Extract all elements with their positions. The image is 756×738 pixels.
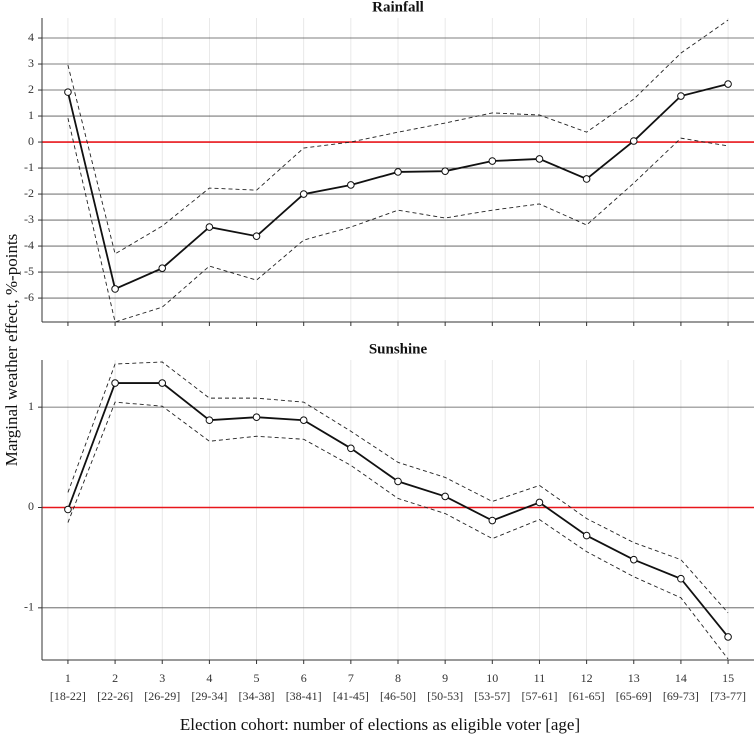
point [347,444,355,453]
x-tick-label: 4 [206,671,212,685]
interval-line [67,19,729,255]
x-tick-age: [29-34] [191,689,227,703]
x-tick-label: 9 [442,671,448,685]
x-tick-label: 14 [675,671,687,685]
point [205,223,214,231]
point [488,516,497,525]
y-tick-label: -6 [24,290,34,304]
x-tick-label: 5 [254,671,260,685]
point [677,92,685,100]
point [629,137,638,145]
x-tick-age: [73-77] [710,689,746,703]
x-tick-age: [22-26] [97,689,133,703]
y-tick-label: -3 [24,212,34,226]
x-tick-age: [38-41] [286,689,322,703]
y-tick-label: -1 [24,600,34,614]
y-tick-label: 0 [28,134,34,148]
point [441,167,449,175]
x-tick-age: [18-22] [50,689,86,703]
x-tick-age: [41-45] [333,689,369,703]
panel-title: Rainfall [372,0,424,15]
point [394,168,402,176]
x-tick-age: [34-38] [239,689,275,703]
x-tick-label: 8 [395,671,401,685]
point [582,531,591,540]
x-tick-label: 12 [581,671,593,685]
point [64,88,72,96]
y-tick-label: -1 [24,160,34,174]
x-tick-age: [61-65] [569,689,605,703]
point [252,232,261,240]
point [441,492,449,501]
x-tick-age: [53-57] [474,689,510,703]
x-axis-label: Election cohort: number of elections as … [180,715,580,734]
y-axis-label: Marginal weather effect, %-points [2,234,21,467]
x-tick-age: [26-29] [144,689,180,703]
x-tick-label: 15 [722,671,734,685]
y-tick-label: 0 [28,499,34,513]
x-tick-label: 1 [65,671,71,685]
y-tick-label: 4 [28,30,34,44]
point [488,157,497,165]
y-tick-label: 1 [28,399,34,413]
x-tick-label: 6 [301,671,307,685]
point [394,477,402,486]
point [629,555,638,564]
x-tick-label: 11 [534,671,546,685]
y-tick-label: 3 [28,56,34,70]
x-tick-label: 13 [628,671,640,685]
point [299,416,308,425]
x-tick-age: [57-61] [521,689,557,703]
point [111,285,119,293]
point [535,498,544,507]
x-tick-age: [50-53] [427,689,463,703]
point [111,379,119,387]
x-tick-age: [69-73] [663,689,699,703]
y-tick-label: -4 [24,238,34,252]
x-tick-label: 10 [486,671,498,685]
y-tick-label: -2 [24,186,34,200]
y-tick-label: -5 [24,264,34,278]
point [347,181,355,189]
x-tick-label: 3 [159,671,165,685]
point [299,190,308,198]
point [64,505,72,514]
interval-line [67,361,729,614]
point [677,574,685,583]
panel-title: Sunshine [369,341,428,357]
point [724,80,732,88]
point [582,175,591,183]
point [205,416,214,425]
y-tick-label: 1 [28,108,34,122]
point [724,633,732,641]
x-tick-label: 7 [348,671,354,685]
point [158,264,167,272]
x-tick-age: [46-50] [380,689,416,703]
x-tick-age: [65-69] [616,689,652,703]
point [158,379,167,387]
point [535,155,544,163]
point [252,413,261,421]
x-tick-label: 2 [112,671,118,685]
interval-line [67,401,729,660]
y-tick-label: 2 [28,82,34,96]
